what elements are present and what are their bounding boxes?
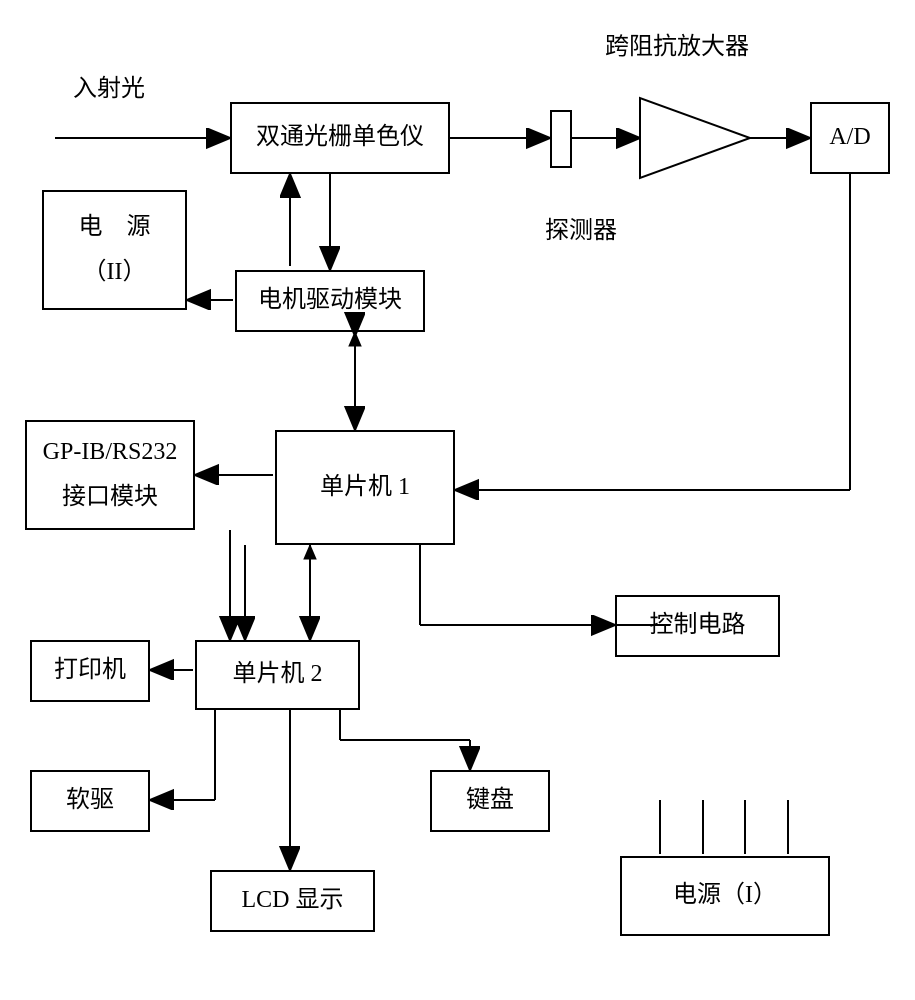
interface-box: GP-IB/RS232 接口模块 xyxy=(25,420,195,530)
control-circuit-label: 控制电路 xyxy=(650,610,746,641)
floppy-box: 软驱 xyxy=(30,770,150,832)
interface-label-line1: GP-IB/RS232 xyxy=(43,437,178,468)
transimpedance-amp-label: 跨阻抗放大器 xyxy=(605,26,749,61)
detector-shape xyxy=(550,110,572,168)
ad-label: A/D xyxy=(829,122,870,153)
keyboard-label: 键盘 xyxy=(466,785,514,816)
power1-label: 电源（I） xyxy=(673,880,777,911)
printer-box: 打印机 xyxy=(30,640,150,702)
incident-light-label: 入射光 xyxy=(73,68,145,103)
power1-box: 电源（I） xyxy=(620,856,830,936)
monochromator-label: 双通光栅单色仪 xyxy=(256,122,424,153)
lcd-label: LCD 显示 xyxy=(242,885,344,916)
printer-label: 打印机 xyxy=(54,655,126,686)
floppy-label: 软驱 xyxy=(66,785,114,816)
power2-box: 电 源 （II） xyxy=(42,190,187,310)
monochromator-box: 双通光栅单色仪 xyxy=(230,102,450,174)
mcu2-label: 单片机 2 xyxy=(233,659,323,690)
motor-driver-box: 电机驱动模块 xyxy=(235,270,425,332)
ad-box: A/D xyxy=(810,102,890,174)
detector-label: 探测器 xyxy=(545,210,617,245)
amp-triangle-icon xyxy=(640,98,750,178)
interface-label-line2: 接口模块 xyxy=(62,482,158,513)
control-circuit-box: 控制电路 xyxy=(615,595,780,657)
power2-label-line2: （II） xyxy=(83,257,147,288)
mcu1-label: 单片机 1 xyxy=(320,472,410,503)
keyboard-box: 键盘 xyxy=(430,770,550,832)
mcu2-box: 单片机 2 xyxy=(195,640,360,710)
mcu1-box: 单片机 1 xyxy=(275,430,455,545)
motor-driver-label: 电机驱动模块 xyxy=(258,285,402,316)
power2-label-line1: 电 源 xyxy=(79,212,151,243)
lcd-box: LCD 显示 xyxy=(210,870,375,932)
